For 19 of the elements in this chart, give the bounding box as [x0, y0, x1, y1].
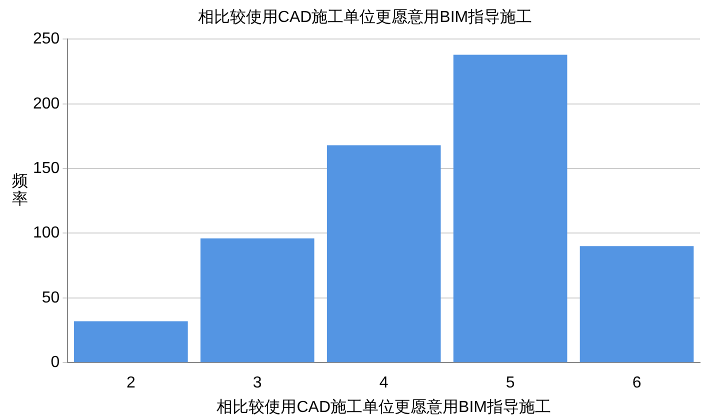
bar [74, 321, 188, 362]
y-tick-label: 100 [32, 224, 60, 242]
y-tick-label: 250 [32, 30, 60, 48]
x-tick-label: 5 [506, 374, 515, 392]
y-tick-label: 150 [32, 160, 60, 177]
bar [580, 246, 694, 362]
bar [200, 238, 314, 362]
x-tick-label: 6 [632, 374, 642, 392]
bar [326, 145, 441, 362]
x-tick-label: 4 [379, 374, 388, 392]
x-axis-title: 相比较使用CAD施工单位更愿意用BIM指导施工 [216, 398, 551, 416]
x-tick-label: 3 [252, 374, 262, 392]
x-tick-label: 2 [126, 374, 136, 392]
bar [453, 54, 568, 362]
chart-title: 相比较使用CAD施工单位更愿意用BIM指导施工 [198, 8, 532, 26]
y-axis-title: 频率 [12, 171, 28, 209]
y-tick-label: 0 [50, 354, 60, 372]
y-tick-label: 200 [32, 95, 60, 112]
y-tick-label: 50 [42, 289, 60, 306]
